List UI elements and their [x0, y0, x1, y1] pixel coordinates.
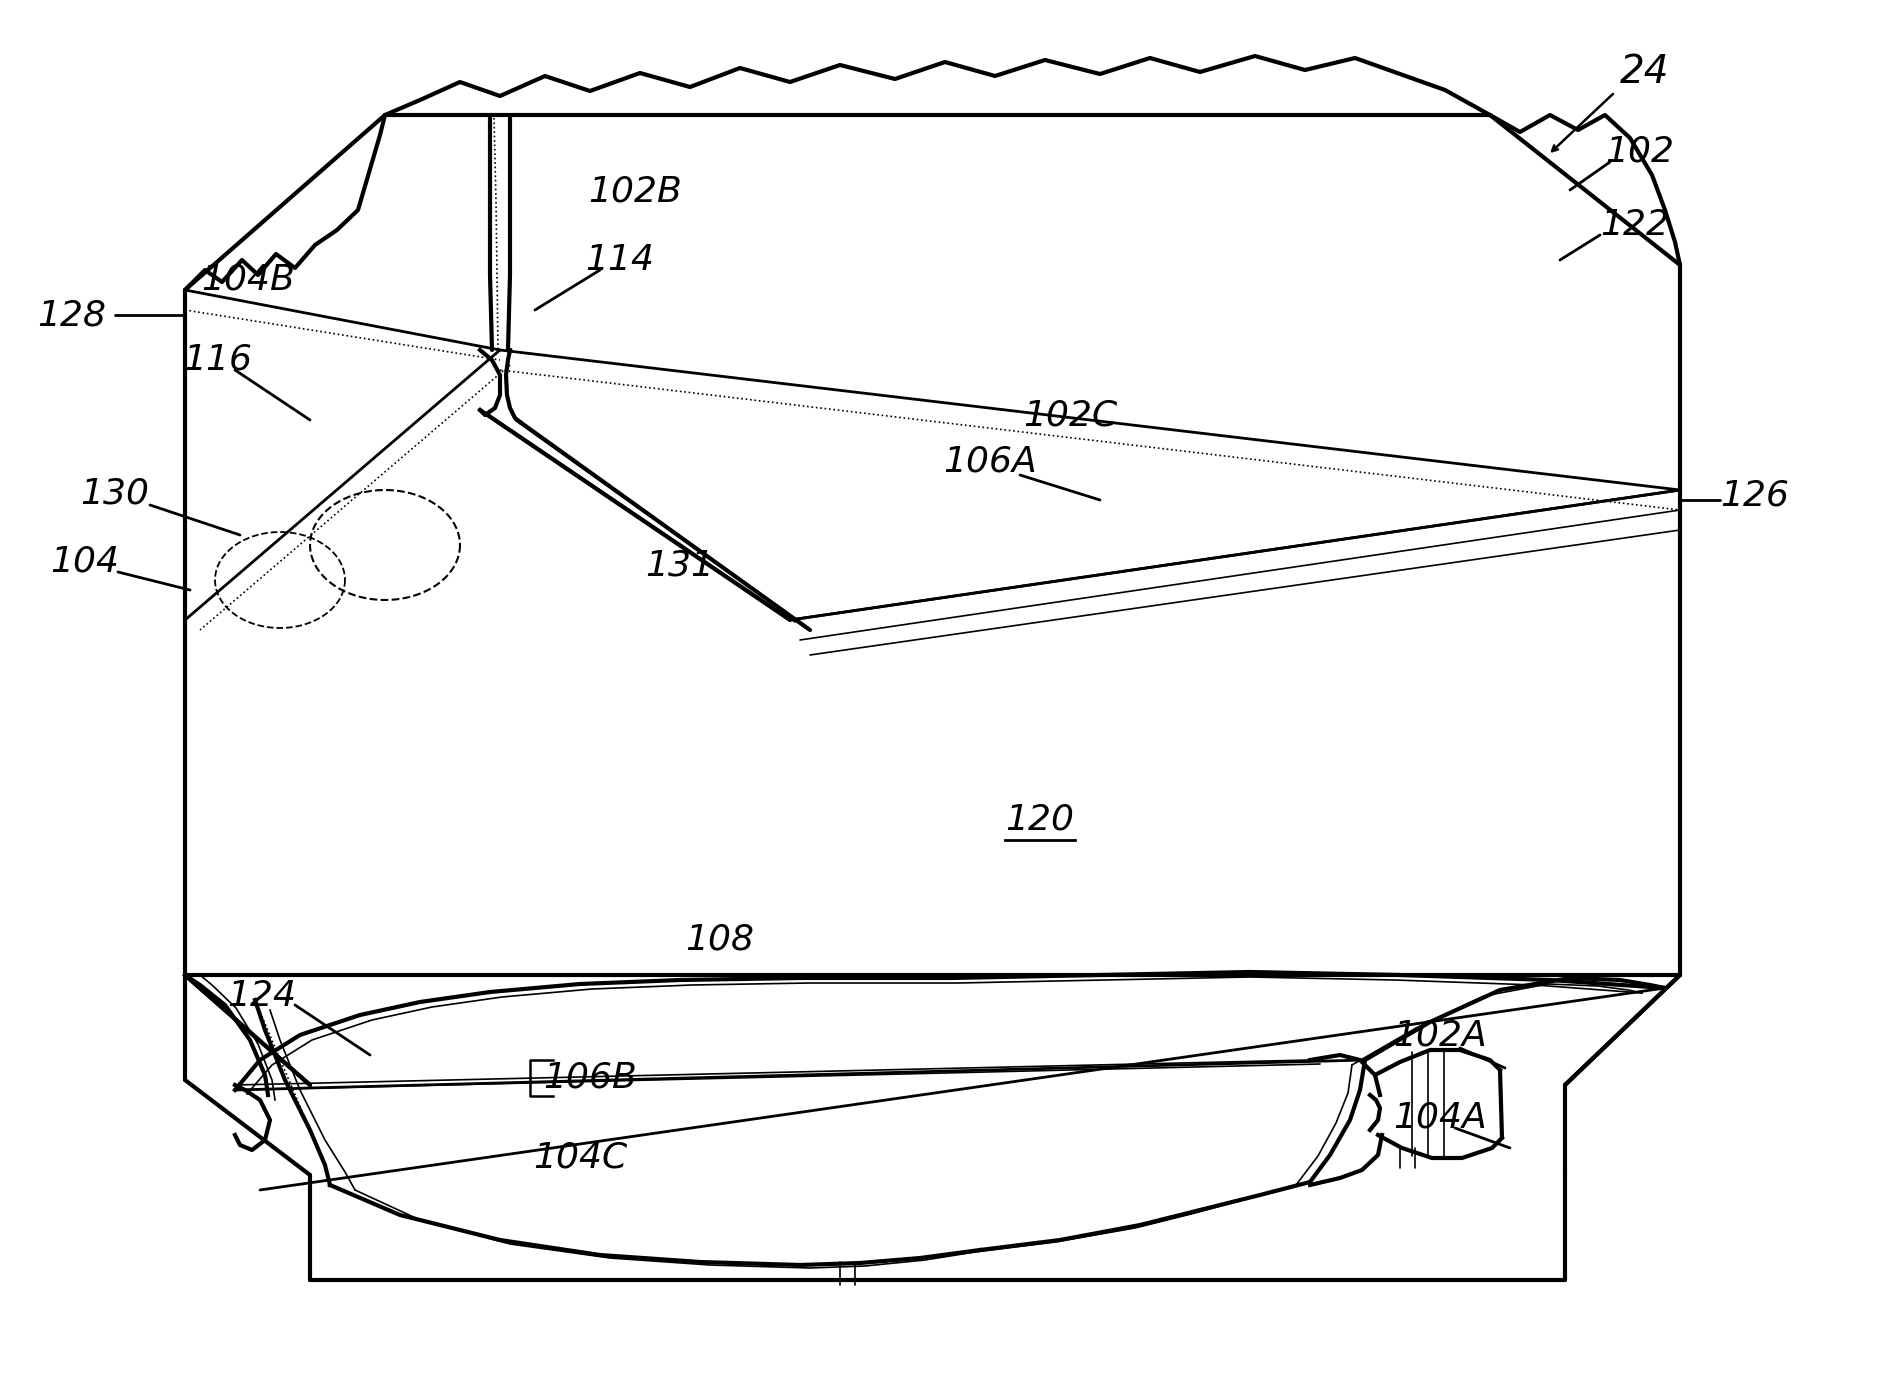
Text: 114: 114 [586, 243, 654, 277]
Text: 124: 124 [227, 979, 297, 1012]
Text: 106A: 106A [943, 445, 1037, 479]
Text: 108: 108 [686, 922, 755, 957]
Text: 24: 24 [1620, 53, 1670, 91]
Text: 130: 130 [81, 476, 150, 510]
Text: 106B: 106B [543, 1061, 637, 1095]
Text: 104B: 104B [201, 263, 295, 297]
Text: 131: 131 [646, 548, 714, 582]
Text: 104: 104 [51, 545, 120, 579]
Text: 104C: 104C [534, 1141, 628, 1176]
Text: 102: 102 [1605, 136, 1674, 169]
Text: 126: 126 [1721, 479, 1789, 512]
Text: 122: 122 [1601, 207, 1670, 242]
Text: 120: 120 [1005, 804, 1075, 837]
Text: 128: 128 [38, 297, 107, 332]
Text: 116: 116 [184, 343, 252, 378]
Text: 102A: 102A [1392, 1018, 1486, 1052]
Text: 104A: 104A [1392, 1101, 1486, 1135]
Text: 102B: 102B [588, 176, 682, 209]
Text: 102C: 102C [1022, 398, 1118, 431]
